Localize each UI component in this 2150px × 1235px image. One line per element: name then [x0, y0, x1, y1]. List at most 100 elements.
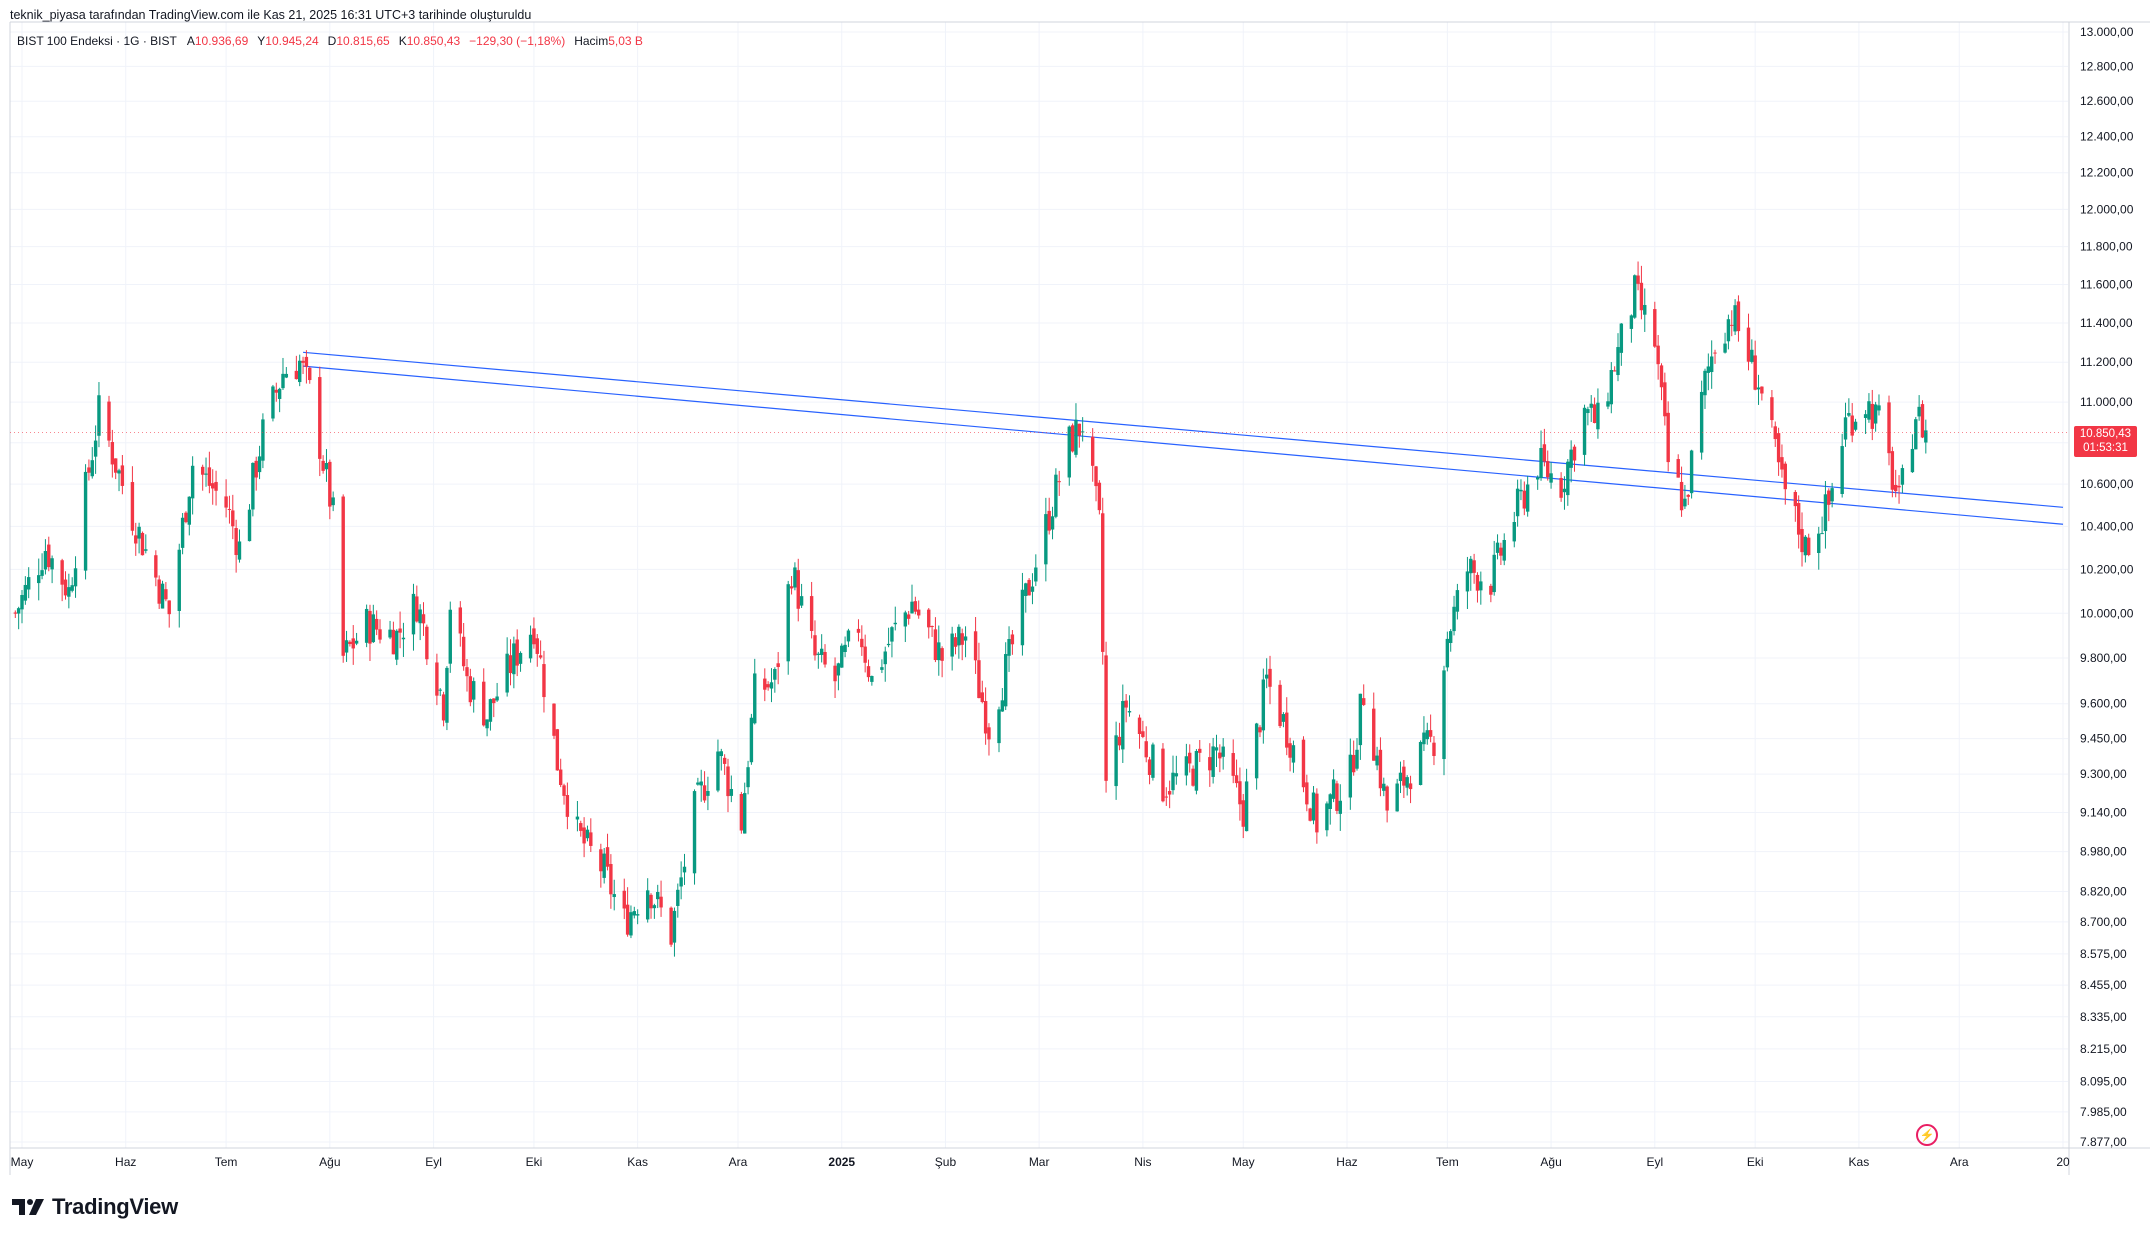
lightning-icon[interactable]: ⚡: [1916, 1124, 1938, 1146]
candle-body: [140, 532, 145, 556]
candle-body: [1094, 466, 1098, 487]
candle-body: [1572, 446, 1577, 461]
candle-body: [1475, 574, 1480, 591]
symbol-label[interactable]: BIST 100 Endeksi · 1G · BIST: [17, 34, 177, 48]
tradingview-logo[interactable]: TradingView: [12, 1194, 178, 1220]
candle-body: [1853, 421, 1858, 430]
candle-body: [987, 727, 991, 740]
candle-body: [1311, 792, 1316, 821]
candle-body: [1803, 536, 1808, 556]
candle-body: [395, 630, 399, 660]
attribution-text: teknik_piyasa tarafından TradingView.com…: [10, 8, 532, 22]
candle-body: [1499, 547, 1503, 556]
candle-body: [722, 757, 727, 764]
candle-body: [207, 467, 212, 486]
candle-body: [1566, 461, 1570, 496]
candle-body: [1077, 423, 1082, 436]
candle-body: [461, 636, 466, 667]
candle-body: [649, 894, 653, 909]
candle-body: [1382, 783, 1386, 791]
candle-body: [1549, 473, 1553, 483]
candle-body: [1208, 757, 1212, 771]
candle-body: [1542, 444, 1547, 462]
candle-body: [1301, 739, 1306, 788]
candle-body: [1639, 282, 1644, 311]
candle-body: [562, 785, 566, 796]
time-tick-label: Ara: [1950, 1155, 1969, 1169]
candle-body: [37, 575, 41, 584]
time-tick-label: Eki: [1747, 1155, 1764, 1169]
candle-body: [1325, 803, 1329, 831]
candle-body: [1636, 275, 1640, 284]
candle-body: [1843, 417, 1848, 440]
candle-body: [1007, 639, 1011, 656]
candle-body: [70, 585, 74, 591]
candle-body: [605, 847, 610, 867]
candle-body: [1121, 701, 1125, 750]
candle-body: [1689, 450, 1694, 494]
candle-body: [1773, 426, 1777, 440]
candle-body: [1030, 586, 1035, 592]
candle-body: [1285, 712, 1289, 748]
candle-body: [1522, 490, 1527, 509]
trendline: [303, 351, 2064, 508]
candle-body: [749, 717, 754, 763]
candle-body: [378, 629, 382, 640]
candle-body: [364, 608, 369, 643]
candle-body: [471, 681, 476, 700]
candle-body: [73, 568, 78, 587]
candle-body: [1141, 731, 1145, 737]
candle-body: [726, 766, 730, 797]
price-tick-label: 11.200,00: [2080, 355, 2133, 369]
candle-body: [1589, 403, 1593, 408]
candle-body: [254, 460, 258, 478]
candle-body: [157, 579, 161, 604]
candle-body: [893, 622, 897, 625]
candle-body: [328, 461, 332, 507]
candle-body: [1161, 748, 1165, 802]
candle-body: [1713, 352, 1717, 354]
candle-body: [1147, 759, 1152, 775]
candle-body: [1124, 700, 1128, 708]
candle-body: [1924, 430, 1928, 443]
candle-body: [672, 910, 677, 943]
candle-body: [612, 894, 616, 898]
candle-body: [144, 549, 148, 551]
candle-body: [963, 636, 968, 641]
price-tick-label: 8.575,00: [2080, 947, 2127, 961]
candle-body: [1097, 482, 1102, 511]
candle-body: [645, 890, 650, 920]
candle-body: [1428, 730, 1433, 737]
candle-body: [753, 673, 757, 724]
candle-body: [1101, 513, 1105, 652]
candle-body: [351, 638, 355, 649]
candle-body: [589, 832, 593, 846]
candle-body: [1699, 391, 1704, 453]
candle-body: [1027, 579, 1031, 596]
price-tick-label: 8.700,00: [2080, 915, 2127, 929]
candle-body: [87, 467, 91, 473]
candle-body: [1171, 772, 1175, 791]
candle-body: [793, 567, 797, 588]
candle-body: [983, 701, 988, 734]
candle-body: [609, 864, 613, 895]
candle-body: [706, 791, 710, 796]
candle-body: [1900, 468, 1905, 485]
candle-body: [1539, 448, 1543, 479]
candle-body: [154, 555, 158, 578]
candle-body: [856, 628, 861, 633]
candle-body: [1917, 406, 1921, 417]
candle-body: [1873, 404, 1878, 424]
candle-body: [505, 653, 509, 693]
candle-body: [224, 496, 228, 508]
time-tick-label: Haz: [115, 1155, 136, 1169]
candle-body: [532, 628, 536, 645]
candle-body: [980, 692, 984, 703]
candle-body: [110, 442, 115, 465]
candle-body: [1609, 369, 1614, 405]
candle-body: [1489, 585, 1493, 595]
candle-body: [1606, 401, 1610, 407]
candle-body: [1559, 477, 1563, 498]
candle-body: [1422, 732, 1426, 745]
